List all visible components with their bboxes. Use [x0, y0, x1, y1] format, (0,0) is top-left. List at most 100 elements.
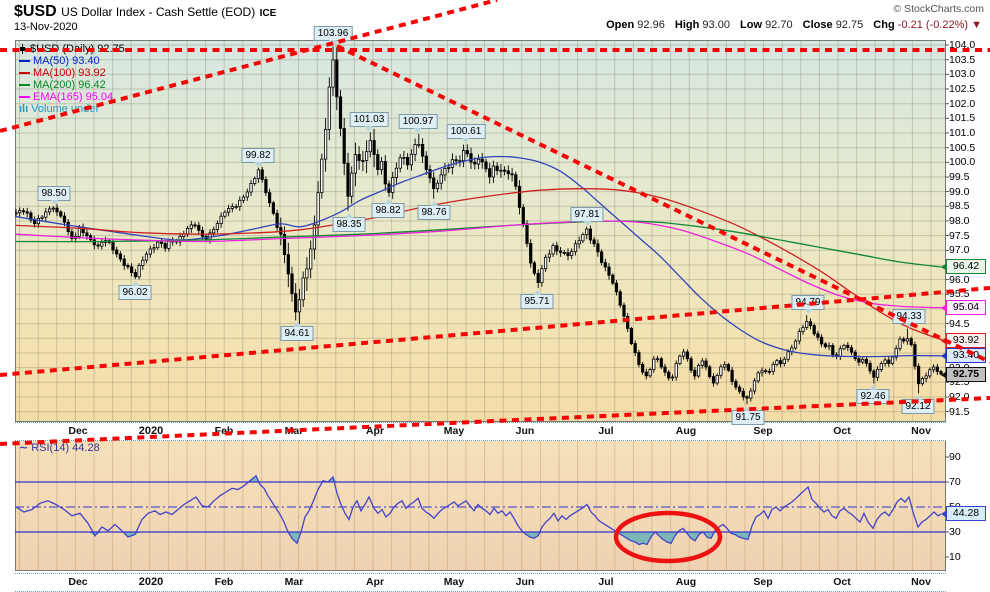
price-month-label-sep: Sep	[753, 425, 773, 437]
rsi-value-box: 44.28	[941, 506, 986, 521]
price-callout: 100.61	[446, 124, 486, 143]
price-callout: 99.82	[241, 148, 275, 167]
rsi-month-label-jun: Jun	[515, 576, 535, 588]
rsi-month-label-feb: Feb	[214, 576, 234, 588]
price-axis-label: 98.0	[949, 215, 970, 227]
rsi-month-label-oct: Oct	[833, 576, 851, 588]
price-axis-label: 97.5	[949, 230, 970, 242]
price-chart-month-axis: Dec 2020 Feb Mar Apr May Jun Jul Aug Sep Oct Nov	[15, 422, 946, 441]
legend-item-label: MA(50) 93.40	[33, 55, 100, 67]
price-axis-label: 96.0	[949, 274, 970, 286]
price-axis-label: 99.0	[949, 186, 970, 198]
price-callout: 103.96	[313, 26, 353, 45]
candlestick-icon	[19, 44, 26, 55]
copyright-label: © StockCharts.com	[893, 3, 984, 15]
rsi-month-label-jul: Jul	[598, 576, 614, 588]
price-axis-label: 95.5	[949, 288, 970, 300]
price-callout: 94.79	[791, 295, 825, 314]
rsi-axis-label: 10	[949, 551, 961, 563]
rsi-month-label-dec: Dec	[68, 576, 88, 588]
line-swatch-icon	[19, 96, 30, 99]
rsi-month-label-apr: Apr	[365, 576, 385, 588]
rsi-axis-label: 70	[949, 476, 961, 488]
price-callout: 92.46	[856, 385, 890, 404]
legend-item: $USD (Daily) 92.75	[19, 43, 125, 55]
legend-item-label: EMA(165) 95.04	[33, 91, 114, 103]
price-axis-label: 103.5	[949, 54, 976, 66]
price-callout: 92.12	[901, 395, 935, 414]
price-axis-label: 102.0	[949, 98, 976, 110]
price-chart-panel	[15, 40, 946, 422]
price-month-label-jun: Jun	[515, 425, 535, 437]
price-axis-label: 97.0	[949, 244, 970, 256]
axis-price-box: 92.75	[941, 367, 986, 382]
legend-item-label: Volume undef	[31, 103, 99, 115]
price-callout: 94.33	[892, 309, 926, 328]
legend-item: MA(100) 93.92	[19, 67, 125, 79]
rsi-month-label-nov: Nov	[911, 576, 931, 588]
rsi-axis-label: 90	[949, 451, 961, 463]
high-value: 93.00	[702, 19, 730, 31]
price-axis-label: 100.5	[949, 142, 976, 154]
rsi-waveform-icon: ∼	[19, 442, 29, 454]
close-value: 92.75	[835, 19, 864, 31]
symbol-label: $USD	[14, 3, 57, 20]
low-label: Low	[740, 19, 762, 31]
price-axis-label: 103.0	[949, 68, 976, 80]
price-callout: 98.76	[417, 201, 451, 220]
rsi-month-label-2020: 2020	[138, 576, 164, 588]
price-axis-label: 104.0	[949, 39, 976, 51]
price-axis-label: 98.5	[949, 200, 970, 212]
price-callout: 98.50	[37, 186, 71, 205]
open-value: 92.96	[637, 19, 665, 31]
price-callout: 100.97	[398, 114, 438, 133]
low-value: 92.70	[765, 19, 793, 31]
price-month-label-jul: Jul	[598, 425, 614, 437]
axis-price-box: 93.92	[941, 333, 986, 348]
rsi-month-axis: Dec 2020 Feb Mar Apr May Jun Jul Aug Sep Oct Nov	[15, 573, 946, 592]
line-swatch-icon	[19, 60, 30, 63]
legend-item-label: MA(100) 93.92	[33, 67, 106, 79]
legend-item-label: MA(200) 96.42	[33, 79, 106, 91]
price-month-label-2020: 2020	[138, 425, 164, 437]
axis-price-box: 96.42	[941, 259, 986, 274]
price-callout: 97.81	[570, 207, 604, 226]
rsi-month-label-sep: Sep	[753, 576, 773, 588]
price-callout: 96.02	[118, 281, 152, 300]
chart-title: $USD US Dollar Index - Cash Settle (EOD)…	[14, 3, 276, 21]
price-chart-legend: $USD (Daily) 92.75 MA(50) 93.40 MA(100) 93…	[19, 43, 125, 115]
price-axis-label: 92.0	[949, 391, 970, 403]
price-axis-label: 99.5	[949, 171, 970, 183]
instrument-name: US Dollar Index - Cash Settle (EOD)	[61, 5, 256, 19]
rsi-month-label-mar: Mar	[284, 576, 304, 588]
close-label: Close	[802, 19, 833, 31]
price-callout: 98.82	[371, 199, 405, 218]
chg-label: Chg	[873, 19, 895, 31]
open-label: Open	[606, 19, 635, 31]
price-axis-label: 94.5	[949, 318, 970, 330]
price-callout: 101.03	[349, 112, 389, 131]
rsi-legend: ∼ RSI(14) 44.28	[19, 441, 100, 454]
volume-bars-icon: ılı	[19, 103, 29, 115]
price-month-label-apr: Apr	[365, 425, 385, 437]
price-axis-label: 102.5	[949, 83, 976, 95]
price-callout: 91.75	[731, 406, 765, 425]
rsi-month-label-aug: Aug	[675, 576, 697, 588]
ohlc-quote-bar: Open 92.96 High 93.00 Low 92.70 Close 92…	[599, 19, 982, 31]
legend-item: MA(200) 96.42	[19, 79, 125, 91]
price-callout: 94.61	[280, 322, 314, 341]
price-callout: 95.71	[520, 290, 554, 309]
line-swatch-icon	[19, 84, 30, 87]
legend-item: EMA(165) 95.04	[19, 91, 125, 103]
legend-item: MA(50) 93.40	[19, 55, 125, 67]
chg-value: -0.21 (-0.22%)	[897, 19, 969, 31]
price-month-label-oct: Oct	[833, 425, 851, 437]
rsi-month-label-may: May	[443, 576, 465, 588]
rsi-axis-label: 30	[949, 526, 961, 538]
rsi-legend-label: RSI(14) 44.28	[31, 442, 100, 454]
line-swatch-icon	[19, 72, 30, 75]
legend-item: ılı Volume undef	[19, 103, 125, 115]
legend-item-label: $USD (Daily) 92.75	[30, 43, 125, 55]
chart-date: 13-Nov-2020	[14, 21, 78, 33]
